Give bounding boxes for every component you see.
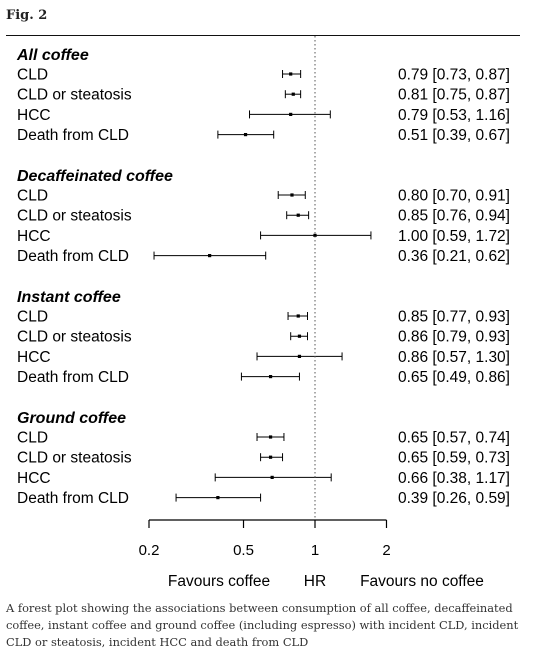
group-title: Instant coffee (17, 289, 121, 306)
forest-row: HCC 1.00 [0.59, 1.72] (17, 228, 510, 245)
ci-value-text: 0.36 [0.21, 0.62] (398, 248, 510, 265)
ci-value-text: 0.85 [0.77, 0.93] (398, 309, 510, 326)
point-estimate (290, 193, 294, 197)
groups-layer: All coffee CLD 0.79 [0.73, 0.87] CLD or ste… (16, 47, 510, 507)
row-label: Death from CLD (17, 127, 129, 144)
point-estimate (270, 475, 274, 479)
x-tick-label: 2 (382, 542, 390, 559)
forest-row: Death from CLD 0.65 [0.49, 0.86] (17, 369, 510, 386)
x-axis-label: HR (304, 573, 326, 590)
row-label: CLD or steatosis (17, 329, 132, 346)
ci-value-text: 0.85 [0.76, 0.94] (398, 208, 510, 225)
forest-row: Death from CLD 0.39 [0.26, 0.59] (17, 490, 510, 507)
ci-value-text: 0.65 [0.57, 0.74] (398, 430, 510, 447)
group-instant-coffee: Instant coffee CLD 0.85 [0.77, 0.93] CLD or… (17, 289, 510, 386)
ci-value-text: 0.66 [0.38, 1.17] (398, 470, 510, 487)
ci-value-text: 0.86 [0.79, 0.93] (398, 329, 510, 346)
row-label: HCC (17, 107, 51, 124)
row-label: CLD or steatosis (17, 208, 132, 225)
ci-value-text: 0.81 [0.75, 0.87] (398, 87, 510, 104)
point-estimate (313, 233, 317, 237)
forest-row: CLD 0.80 [0.70, 0.91] (17, 188, 510, 205)
ci-value-text: 0.39 [0.26, 0.59] (398, 490, 510, 507)
row-label: HCC (17, 349, 51, 366)
group-title: All coffee (16, 47, 89, 64)
forest-row: HCC 0.86 [0.57, 1.30] (17, 349, 510, 366)
point-estimate (296, 314, 300, 318)
row-label: CLD or steatosis (17, 87, 132, 104)
point-estimate (289, 72, 293, 76)
x-tick-label: 1 (311, 542, 319, 559)
ci-value-text: 0.51 [0.39, 0.67] (398, 127, 510, 144)
point-estimate (268, 455, 273, 459)
row-label: HCC (17, 470, 51, 487)
row-label: CLD (17, 188, 48, 205)
row-label: CLD or steatosis (17, 450, 132, 467)
row-label: HCC (17, 228, 51, 245)
forest-row: CLD 0.85 [0.77, 0.93] (17, 309, 510, 326)
forest-row: CLD or steatosis 0.86 [0.79, 0.93] (17, 329, 510, 346)
point-estimate (268, 375, 273, 379)
point-estimate (243, 133, 248, 137)
ci-value-text: 0.79 [0.53, 1.16] (398, 107, 510, 124)
forest-row: HCC 0.66 [0.38, 1.17] (17, 470, 510, 487)
forest-row: CLD or steatosis 0.65 [0.59, 0.73] (17, 450, 510, 467)
ci-value-text: 0.80 [0.70, 0.91] (398, 188, 510, 205)
favours-no-coffee-label: Favours no coffee (360, 573, 484, 590)
point-estimate (297, 354, 302, 358)
forest-row: CLD or steatosis 0.81 [0.75, 0.87] (17, 87, 510, 104)
group-ground-coffee: Ground coffee CLD 0.65 [0.57, 0.74] CLD or … (17, 410, 510, 507)
favours-coffee-label: Favours coffee (168, 573, 270, 590)
group-title: Decaffeinated coffee (17, 168, 173, 185)
row-label: CLD (17, 67, 48, 84)
row-label: Death from CLD (17, 490, 129, 507)
forest-row: HCC 0.79 [0.53, 1.16] (17, 107, 510, 124)
row-label: CLD (17, 430, 48, 447)
group-decaffeinated-coffee: Decaffeinated coffee CLD 0.80 [0.70, 0.91]… (17, 168, 510, 265)
point-estimate (289, 112, 293, 116)
x-tick-label: 0.2 (139, 542, 160, 559)
forest-row: CLD or steatosis 0.85 [0.76, 0.94] (17, 208, 510, 225)
group-title: Ground coffee (17, 410, 126, 427)
ci-value-text: 0.65 [0.59, 0.73] (398, 450, 510, 467)
point-estimate (268, 435, 273, 439)
row-label: CLD (17, 309, 48, 326)
forest-plot: All coffee CLD 0.79 [0.73, 0.87] CLD or ste… (16, 36, 510, 590)
point-estimate (291, 92, 295, 96)
x-axis: 0.2 0.5 1 2 Favours coffee HR Favours no coffe… (139, 36, 484, 590)
ci-value-text: 0.86 [0.57, 1.30] (398, 349, 510, 366)
point-estimate (208, 254, 212, 258)
ci-value-text: 0.65 [0.49, 0.86] (398, 369, 510, 386)
header-rule (6, 35, 520, 36)
row-label: Death from CLD (17, 248, 129, 265)
ci-value-text: 1.00 [0.59, 1.72] (398, 228, 510, 245)
figure-caption: A forest plot showing the associations b… (6, 601, 519, 649)
x-tick-label: 0.5 (233, 542, 254, 559)
ci-value-text: 0.79 [0.73, 0.87] (398, 67, 510, 84)
forest-row: CLD 0.79 [0.73, 0.87] (17, 67, 510, 84)
forest-row: Death from CLD 0.36 [0.21, 0.62] (17, 248, 510, 265)
forest-row: CLD 0.65 [0.57, 0.74] (17, 430, 510, 447)
point-estimate (216, 496, 220, 500)
figure-label: Fig. 2 (6, 8, 48, 23)
forest-row: Death from CLD 0.51 [0.39, 0.67] (17, 127, 510, 144)
group-all-coffee: All coffee CLD 0.79 [0.73, 0.87] CLD or ste… (16, 47, 510, 144)
point-estimate (296, 213, 300, 217)
row-label: Death from CLD (17, 369, 129, 386)
point-estimate (297, 334, 302, 338)
